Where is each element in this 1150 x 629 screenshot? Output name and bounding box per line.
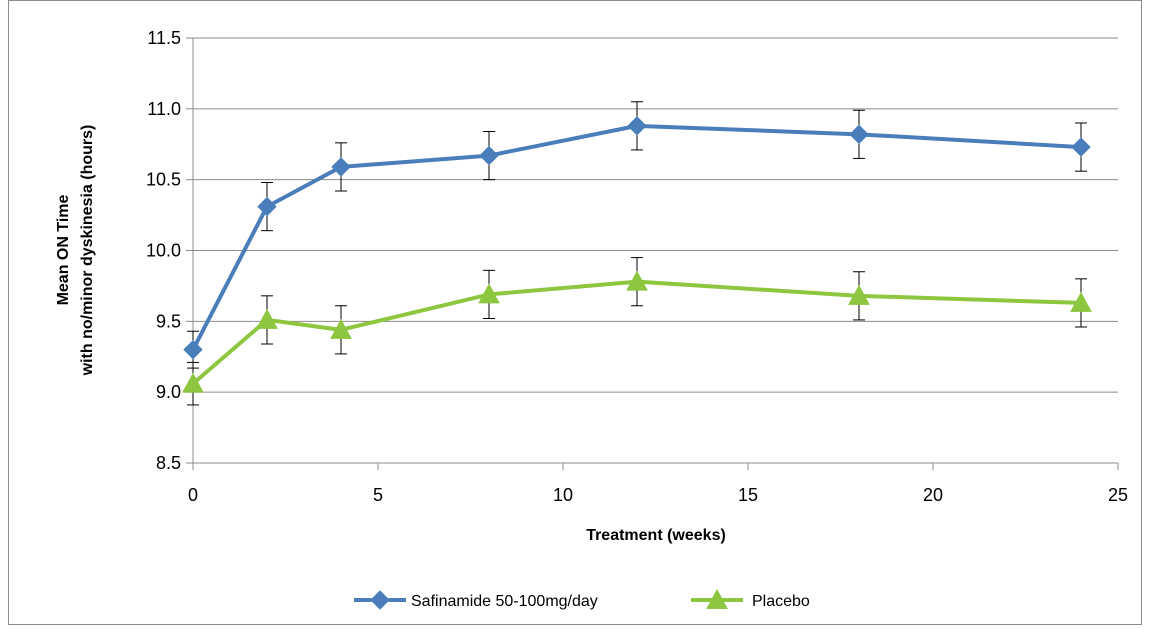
data-point xyxy=(1070,291,1092,312)
legend-item-safinamide: Safinamide 50-100mg/day xyxy=(354,590,598,610)
x-tick-label: 15 xyxy=(738,485,758,505)
data-point xyxy=(256,308,278,329)
chart-frame xyxy=(8,0,1142,625)
y-tick-label: 9.5 xyxy=(156,311,181,331)
data-point xyxy=(1071,137,1091,157)
grid-lines xyxy=(193,37,1118,464)
y-tick-label: 8.5 xyxy=(156,453,181,473)
series-line xyxy=(191,123,1082,351)
data-point xyxy=(182,372,204,393)
data-point xyxy=(478,283,500,304)
x-tick-label: 20 xyxy=(923,485,943,505)
axes xyxy=(186,37,1119,470)
data-point xyxy=(626,270,648,291)
y-axis-title-line1: Mean ON Time xyxy=(55,194,72,305)
y-tick-label: 9.0 xyxy=(156,382,181,402)
data-point xyxy=(627,116,647,136)
data-point xyxy=(479,145,499,166)
y-tick-label: 10.5 xyxy=(146,170,181,190)
legend-label: Placebo xyxy=(752,593,810,610)
y-axis-title-line2: with no/minor dyskinesia (hours) xyxy=(79,125,96,377)
y-tick-label: 10.0 xyxy=(146,241,181,261)
data-point xyxy=(848,284,870,305)
y-tick-label: 11.5 xyxy=(147,28,181,48)
data-point xyxy=(257,196,277,217)
legend-marker xyxy=(370,590,390,610)
legend-label: Safinamide 50-100mg/day xyxy=(411,593,598,610)
series-safinamide xyxy=(183,101,1091,369)
x-tick-labels: 0 5 10 15 20 25 xyxy=(188,485,1128,505)
y-tick-label: 11.0 xyxy=(147,99,181,119)
x-tick-label: 0 xyxy=(188,485,198,505)
data-point xyxy=(183,339,203,360)
x-tick-label: 25 xyxy=(1108,485,1128,505)
data-point xyxy=(331,157,351,177)
series-layer xyxy=(182,101,1092,406)
legend: Safinamide 50-100mg/day Placebo xyxy=(354,588,810,610)
x-axis-title: Treatment (weeks) xyxy=(586,527,726,544)
series-placebo xyxy=(182,257,1092,406)
x-tick-label: 5 xyxy=(373,485,383,505)
legend-item-placebo: Placebo xyxy=(691,588,810,610)
data-point xyxy=(849,124,869,145)
data-point xyxy=(330,318,352,339)
y-tick-labels: 8.5 9.0 9.5 10.0 10.5 11.0 11.5 xyxy=(146,28,181,473)
legend-marker xyxy=(706,588,728,609)
x-tick-label: 10 xyxy=(553,485,573,505)
